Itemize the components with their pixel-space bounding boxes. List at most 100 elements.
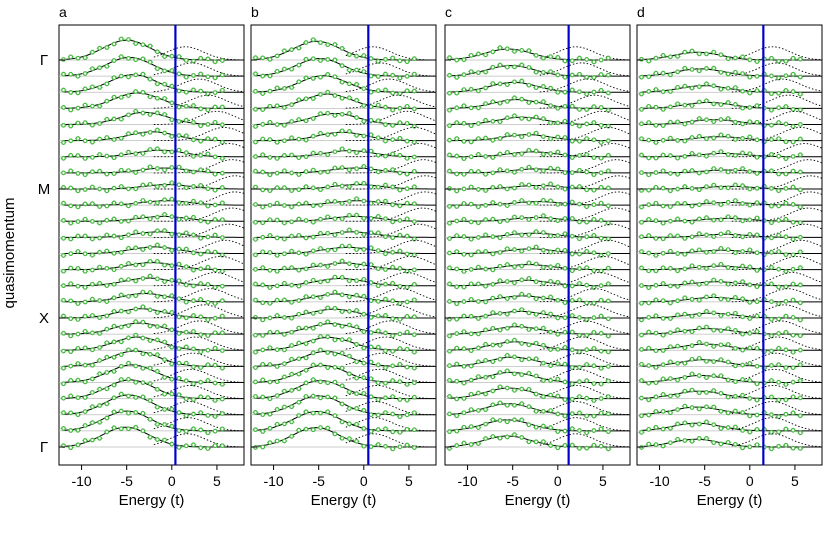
data-point <box>361 390 367 396</box>
data-point <box>75 188 81 194</box>
data-point <box>104 326 110 332</box>
data-point <box>303 294 309 299</box>
data-point <box>711 182 717 188</box>
data-point <box>205 136 211 142</box>
data-point <box>790 365 796 371</box>
x-tick-label: -5 <box>506 473 519 489</box>
data-point <box>519 198 525 203</box>
data-point <box>526 182 532 188</box>
data-point <box>219 170 225 176</box>
data-point <box>104 248 110 254</box>
data-point <box>169 214 175 220</box>
data-point <box>548 264 553 270</box>
data-point <box>540 151 546 157</box>
data-point <box>183 282 189 288</box>
data-point <box>562 216 568 221</box>
data-point <box>732 408 738 414</box>
data-point <box>704 153 709 159</box>
data-point <box>569 138 575 144</box>
data-point <box>361 103 367 108</box>
secondary-fit-curve <box>539 223 630 238</box>
data-point <box>404 314 410 319</box>
data-point <box>260 282 266 288</box>
data-point <box>584 136 590 142</box>
data-point <box>483 52 489 58</box>
data-point <box>191 426 196 432</box>
data-point <box>325 264 331 269</box>
spectrum-row <box>251 223 436 242</box>
data-point <box>591 155 597 161</box>
data-point <box>526 164 532 170</box>
spectrum-row <box>59 239 244 258</box>
data-point <box>354 81 359 87</box>
data-point <box>725 359 731 365</box>
data-point <box>375 230 381 236</box>
data-point <box>711 327 717 333</box>
spectrum-row <box>445 368 630 387</box>
data-point <box>281 438 287 444</box>
data-point <box>526 132 532 137</box>
secondary-fit-curve <box>153 320 244 334</box>
data-point <box>605 316 611 322</box>
data-point <box>368 148 374 154</box>
data-point <box>411 332 417 338</box>
data-point <box>162 130 167 136</box>
data-point <box>253 55 258 61</box>
data-point <box>339 383 345 389</box>
data-point <box>598 87 604 93</box>
data-point <box>325 350 331 355</box>
data-point <box>562 103 568 109</box>
data-point <box>605 72 611 78</box>
data-point <box>260 204 266 210</box>
data-point <box>725 185 731 191</box>
data-point <box>562 74 568 80</box>
data-point <box>769 220 774 226</box>
data-point <box>339 292 345 298</box>
data-point <box>191 283 196 289</box>
data-point <box>461 216 467 222</box>
data-point <box>89 218 95 224</box>
data-point <box>140 167 146 173</box>
data-point <box>797 187 803 193</box>
data-point <box>253 106 258 112</box>
data-point <box>718 86 724 92</box>
data-point <box>584 152 590 157</box>
spectrum-row <box>637 143 822 162</box>
data-point <box>689 296 695 302</box>
data-point <box>769 152 774 157</box>
data-point <box>540 394 546 400</box>
data-point <box>411 123 417 129</box>
data-point <box>725 116 731 121</box>
data-point <box>526 404 532 410</box>
data-point <box>205 219 211 225</box>
data-point <box>346 389 352 395</box>
data-point <box>82 187 88 192</box>
data-point <box>361 443 367 449</box>
data-point <box>205 347 211 353</box>
data-point <box>154 310 160 315</box>
data-point <box>267 329 273 335</box>
data-point <box>682 154 688 159</box>
data-point <box>375 248 381 253</box>
data-point <box>540 342 546 348</box>
data-point <box>660 376 666 382</box>
data-point <box>747 330 753 336</box>
data-point <box>447 220 452 226</box>
data-point <box>526 370 532 376</box>
data-point <box>577 332 582 338</box>
data-point <box>198 349 204 355</box>
data-point <box>169 68 175 73</box>
data-point <box>639 170 644 176</box>
data-point <box>732 85 738 91</box>
data-point <box>89 404 95 410</box>
secondary-fit-curve <box>731 368 822 383</box>
data-point <box>183 246 189 252</box>
data-point <box>533 167 539 173</box>
data-point <box>653 218 659 224</box>
panel-frame <box>636 24 823 466</box>
data-point <box>747 202 753 208</box>
data-point <box>61 155 66 161</box>
data-point <box>577 201 582 207</box>
data-point <box>154 184 160 190</box>
spectrum-row <box>251 37 436 65</box>
